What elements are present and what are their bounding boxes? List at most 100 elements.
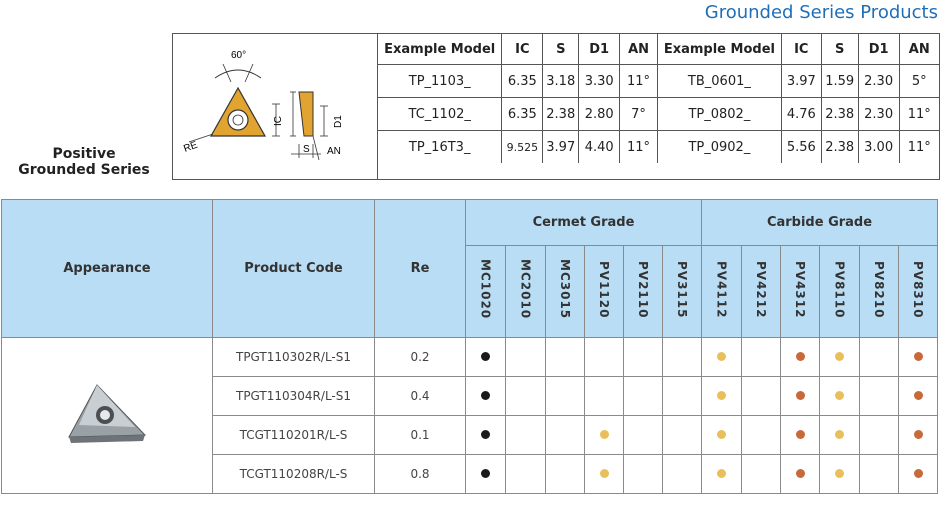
product-code-cell: TPGT110304R/L-S1 bbox=[212, 376, 375, 416]
availability-dot bbox=[835, 430, 844, 439]
grade-name-header: PV3115 bbox=[662, 245, 702, 338]
insert-dimension-diagram: 60° IC RE D1 S bbox=[173, 34, 378, 179]
spec-cell: 11° bbox=[898, 97, 939, 131]
spec-table-box: 60° IC RE D1 S bbox=[172, 33, 940, 180]
availability-dot bbox=[717, 391, 726, 400]
spec-cell: 2.38 bbox=[820, 130, 859, 163]
grade-availability-cell bbox=[898, 454, 938, 494]
grade-availability-cell bbox=[741, 376, 781, 416]
grade-availability-cell bbox=[780, 454, 820, 494]
spec-cell: 3.00 bbox=[857, 130, 900, 163]
grade-name-header: PV4212 bbox=[741, 245, 781, 338]
availability-dot bbox=[481, 352, 490, 361]
grade-name-row: MC1020 MC2010 MC3015 PV1120 PV2110 PV3115 PV41… bbox=[2, 245, 938, 338]
s-label: S bbox=[303, 144, 310, 155]
insert-diagram-svg: 60° IC RE D1 S bbox=[182, 50, 344, 161]
grade-availability-cell bbox=[898, 415, 938, 455]
grade-availability-cell bbox=[741, 454, 781, 494]
spec-header-cell: S bbox=[820, 34, 859, 65]
availability-dot bbox=[481, 430, 490, 439]
product-code-cell: TCGT110201R/L-S bbox=[212, 415, 375, 455]
spec-cell: 1.59 bbox=[820, 64, 859, 98]
availability-dot bbox=[795, 352, 805, 361]
product-row: TCGT110208R/L-S 0.8 bbox=[2, 454, 938, 494]
spec-cell: TP_0902_ bbox=[656, 130, 782, 163]
spec-header-cell: IC bbox=[780, 34, 822, 65]
grade-availability-cell bbox=[465, 454, 506, 494]
insert-side-view bbox=[298, 91, 314, 137]
product-row: TCGT110201R/L-S 0.1 bbox=[2, 415, 938, 455]
grade-availability-cell bbox=[701, 376, 742, 416]
grade-name-label: PV3115 bbox=[675, 260, 689, 319]
spec-cell: 5.56 bbox=[780, 130, 822, 163]
grade-availability-cell bbox=[505, 454, 546, 494]
grade-group-header-row: Appearance Product Code Re Cermet Grade … bbox=[1, 199, 938, 338]
grade-availability-cell bbox=[741, 337, 781, 377]
product-code-cell: TCGT110208R/L-S bbox=[212, 454, 375, 494]
product-row: TPGT110304R/L-S1 0.4 bbox=[2, 376, 938, 416]
spec-header-cell: Example Model bbox=[656, 34, 782, 65]
availability-dot bbox=[795, 430, 805, 439]
availability-dot bbox=[795, 391, 805, 400]
grade-availability-cell bbox=[859, 415, 899, 455]
grade-name-label: MC3015 bbox=[558, 259, 572, 320]
grade-availability-cell bbox=[898, 337, 938, 377]
appearance-cell bbox=[1, 337, 213, 494]
spec-cell: 3.97 bbox=[780, 64, 822, 98]
grade-name-label: PV8210 bbox=[872, 260, 886, 319]
grade-name-header: PV1120 bbox=[584, 245, 624, 338]
spec-cell: 11° bbox=[898, 130, 939, 163]
grade-availability-cell bbox=[859, 337, 899, 377]
grade-name-label: PV4212 bbox=[754, 260, 768, 319]
angle-arc bbox=[214, 69, 262, 79]
grade-name-header: PV4112 bbox=[701, 245, 742, 338]
grade-availability-cell bbox=[780, 376, 820, 416]
grade-availability-cell bbox=[584, 337, 624, 377]
spec-cell: 2.30 bbox=[857, 97, 900, 131]
spec-cell: TP_0802_ bbox=[656, 97, 782, 131]
spec-row: TP_1103_ 6.35 3.18 3.30 11° TB_0601_ 3.9… bbox=[378, 64, 939, 98]
availability-dot bbox=[717, 469, 726, 478]
spec-cell: 4.40 bbox=[578, 130, 621, 163]
spec-cell: TP_1103_ bbox=[378, 64, 503, 98]
re-value-cell: 0.8 bbox=[374, 454, 466, 494]
series-title-line2: Grounded Series bbox=[18, 162, 150, 178]
grade-availability-cell bbox=[701, 415, 742, 455]
spec-row: TP_16T3_ 9.525 3.97 4.40 11° TP_0902_ 5.… bbox=[378, 130, 939, 163]
spec-row: TC_1102_ 6.35 2.38 2.80 7° TP_0802_ 4.76… bbox=[378, 97, 939, 131]
grade-availability-cell bbox=[584, 415, 624, 455]
spec-cell: TC_1102_ bbox=[378, 97, 503, 131]
grade-name-label: PV1120 bbox=[597, 260, 611, 319]
ic-label: IC bbox=[273, 116, 284, 126]
grade-availability-cell bbox=[662, 454, 702, 494]
spec-cell: 11° bbox=[619, 64, 658, 98]
grade-name-label: PV4312 bbox=[793, 260, 807, 319]
spec-cell: 2.38 bbox=[820, 97, 859, 131]
grade-availability-cell bbox=[859, 454, 899, 494]
re-header: Re bbox=[374, 199, 466, 338]
grade-availability-cell bbox=[584, 376, 624, 416]
availability-dot bbox=[481, 469, 490, 478]
grade-availability-cell bbox=[701, 337, 742, 377]
spec-cell: 2.80 bbox=[578, 97, 621, 131]
grade-name-header: MC2010 bbox=[505, 245, 546, 338]
spec-cell: TP_16T3_ bbox=[378, 130, 503, 163]
angle-label: 60° bbox=[231, 50, 246, 61]
grade-availability-cell bbox=[898, 376, 938, 416]
grade-availability-cell bbox=[859, 376, 899, 416]
product-row: TPGT110302R/L-S1 0.2 bbox=[1, 337, 938, 494]
availability-dot bbox=[481, 391, 490, 400]
grade-availability-cell bbox=[819, 376, 860, 416]
d1-label: D1 bbox=[333, 115, 344, 128]
insert-photo-icon bbox=[68, 384, 147, 443]
grade-availability-cell bbox=[465, 415, 506, 455]
grade-availability-cell bbox=[780, 415, 820, 455]
grade-name-label: PV8310 bbox=[911, 260, 925, 319]
re-value-cell: 0.2 bbox=[374, 337, 466, 377]
grade-availability-cell bbox=[505, 376, 546, 416]
availability-dot bbox=[913, 391, 923, 400]
spec-header-cell: D1 bbox=[857, 34, 900, 65]
spec-cell: 9.525 bbox=[501, 130, 544, 163]
availability-dot bbox=[913, 469, 923, 478]
spec-header-row: Example Model IC S D1 AN Example Model I… bbox=[378, 34, 939, 65]
